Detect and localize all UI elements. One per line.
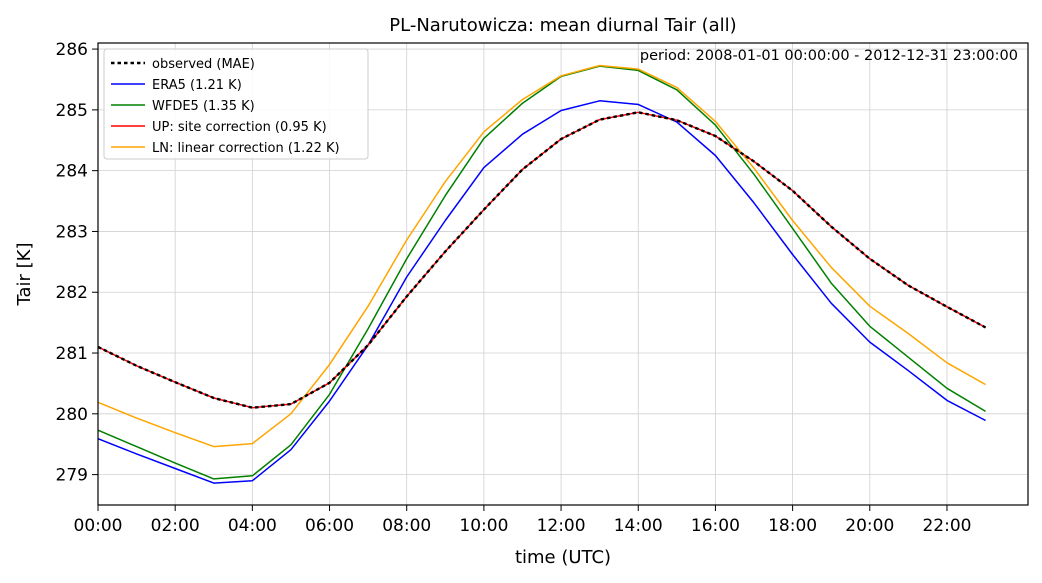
chart-title: PL-Narutowicza: mean diurnal Tair (all) (389, 15, 736, 36)
grid (97, 43, 1028, 505)
x-tick-label: 02:00 (151, 516, 200, 536)
y-tick-label: 280 (56, 405, 88, 425)
x-tick-label: 14:00 (614, 516, 663, 536)
x-axis-label: time (UTC) (515, 547, 611, 568)
y-tick-label: 279 (56, 466, 88, 486)
legend-label: LN: linear correction (1.22 K) (152, 141, 340, 156)
x-tick-label: 16:00 (691, 516, 740, 536)
x-tick-label: 00:00 (74, 516, 123, 536)
x-tick-label: 08:00 (382, 516, 431, 536)
y-tick-label: 286 (56, 40, 88, 60)
series-line-observed-mae (97, 111, 987, 409)
x-tick-label: 22:00 (922, 516, 971, 536)
series-line-era5-1-21-k (97, 100, 986, 484)
legend-box (103, 48, 369, 160)
plot-frame (97, 42, 1029, 506)
axis-ticks: 00:00 02:00 04:00 06:00 08:00 10:00 12:00 14:00… (56, 40, 972, 536)
x-tick-label: 04:00 (228, 516, 277, 536)
legend-label: UP: site correction (0.95 K) (152, 120, 327, 135)
y-tick-label: 281 (56, 344, 88, 364)
period-annotation: period: 2008-01-01 00:00:00 - 2012-12-31… (640, 48, 1018, 64)
y-axis-label: Tair [K] (14, 242, 35, 306)
x-tick-label: 20:00 (845, 516, 894, 536)
y-tick-label: 282 (56, 283, 88, 303)
legend-label: WFDE5 (1.35 K) (152, 99, 255, 114)
x-tick-label: 10:00 (459, 516, 508, 536)
legend-label: observed (MAE) (152, 57, 255, 72)
legend: observed (MAE) ERA5 (1.21 K) WFDE5 (1.35 K… (103, 48, 369, 160)
y-tick-label: 285 (56, 101, 88, 121)
x-tick-label: 18:00 (768, 516, 817, 536)
y-tick-label: 284 (56, 162, 88, 182)
series-line-wfde5-1-35-k (97, 65, 986, 480)
x-tick-label: 06:00 (305, 516, 354, 536)
series-line-ln-linear-correction-1-22-k (97, 64, 986, 448)
x-tick-label: 12:00 (537, 516, 586, 536)
series-lines (97, 64, 987, 484)
legend-label: ERA5 (1.21 K) (152, 78, 242, 93)
y-tick-label: 283 (56, 222, 88, 242)
